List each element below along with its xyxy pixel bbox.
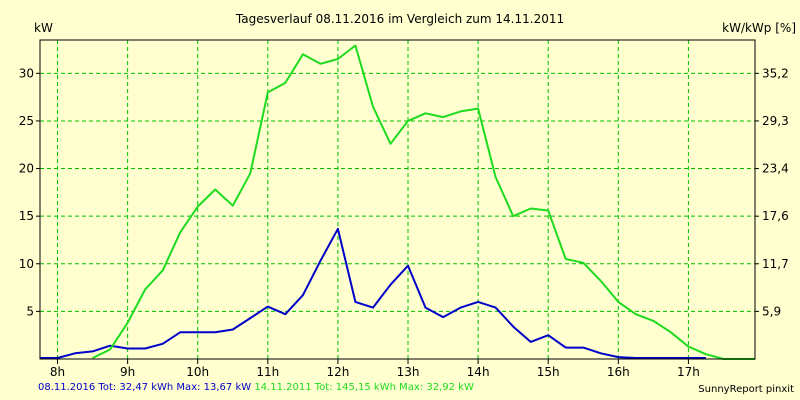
y-right-tick-label: 5,9	[762, 304, 781, 318]
y-right-tick-label: 11,7	[762, 257, 789, 271]
x-tick-label: 10h	[186, 365, 209, 379]
x-tick-label: 17h	[677, 365, 700, 379]
footer-series-1: 08.11.2016 Tot: 32,47 kWh Max: 13,67 kW	[38, 382, 252, 393]
series-line-2	[92, 44, 755, 360]
y-tick-label: 30	[19, 66, 34, 80]
y-axis-label: kW	[34, 21, 53, 35]
credit-text: SunnyReport pinxit	[698, 384, 794, 395]
x-tick-label: 13h	[397, 365, 420, 379]
x-tick-label: 8h	[50, 365, 65, 379]
y-right-axis-label: kW/kWp [%]	[722, 21, 796, 35]
x-tick-label: 11h	[256, 365, 279, 379]
x-tick-label: 15h	[537, 365, 560, 379]
y-tick-label: 15	[19, 209, 34, 223]
y-tick-label: 5	[26, 304, 34, 318]
footer-summary: 08.11.2016 Tot: 32,47 kWh Max: 13,67 kW …	[38, 382, 474, 393]
x-tick-label: 16h	[607, 365, 630, 379]
y-right-tick-label: 17,6	[762, 209, 789, 223]
y-right-tick-label: 29,3	[762, 114, 789, 128]
series-line-1	[40, 227, 706, 359]
chart-title: Tagesverlauf 08.11.2016 im Vergleich zum…	[235, 12, 564, 26]
y-tick-label: 25	[19, 114, 34, 128]
x-tick-label: 9h	[120, 365, 135, 379]
y-tick-label: 10	[19, 257, 34, 271]
x-tick-label: 12h	[326, 365, 349, 379]
plot-frame	[39, 39, 756, 360]
y-tick-label: 20	[19, 162, 34, 176]
y-right-tick-label: 23,4	[762, 162, 789, 176]
x-tick-label: 14h	[467, 365, 490, 379]
y-right-tick-label: 35,2	[762, 66, 789, 80]
footer-series-2: 14.11.2011 Tot: 145,15 kWh Max: 32,92 kW	[254, 382, 474, 393]
